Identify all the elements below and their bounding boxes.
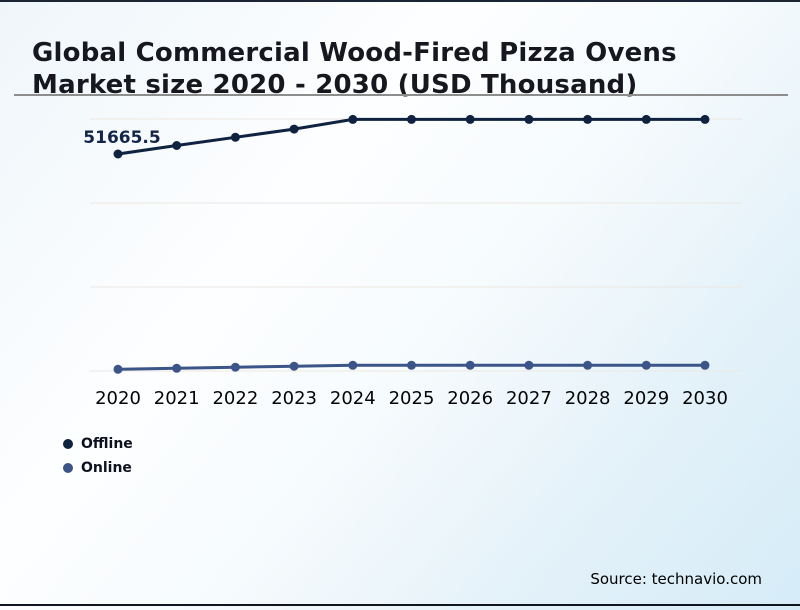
x-axis-label: 2027 [506,388,552,409]
data-point-online [113,364,123,374]
x-axis-label: 2021 [154,388,200,409]
data-point-online [641,360,651,370]
data-point-online [524,360,534,370]
x-axis-label: 2022 [212,388,258,409]
online-series-dot-icon [63,463,73,473]
x-axis-label: 2020 [95,388,141,409]
legend-label-online: Online [81,460,132,476]
legend-item-offline: Offline [63,436,133,452]
data-point-offline [172,141,182,150]
data-label: 51665.5 [83,128,160,148]
data-point-online [583,360,593,370]
legend-label-offline: Offline [81,436,133,452]
data-point-offline [524,114,534,124]
x-axis-label: 2025 [389,388,435,409]
top-border [0,0,800,2]
data-point-offline [465,114,475,124]
legend: Offline Online [63,436,133,476]
data-point-offline [113,149,123,159]
data-point-online [230,362,240,372]
data-point-online [700,360,710,370]
series-line-offline [117,117,705,156]
data-point-offline [407,114,416,124]
x-axis-label: 2023 [271,388,317,409]
data-point-online [465,360,475,370]
data-point-offline [583,114,593,124]
bottom-border [0,604,800,606]
x-axis-label: 2024 [330,388,376,409]
x-axis-label: 2028 [565,388,611,409]
legend-item-online: Online [63,460,133,476]
x-axis-label: 2030 [682,388,728,409]
data-point-online [407,360,416,370]
x-axis-label: 2029 [623,388,669,409]
data-point-offline [230,132,240,142]
data-point-offline [641,114,651,124]
offline-series-dot-icon [63,439,73,449]
chart-title-line1: Global Commercial Wood-Fired Pizza Ovens [32,38,677,69]
data-point-offline [700,114,710,124]
source-credit: Source: technavio.com [590,570,762,588]
data-point-online [289,361,299,371]
data-point-offline [348,114,358,124]
data-point-offline [289,124,299,134]
data-point-online [348,360,358,370]
title-divider [14,94,788,96]
x-axis-label: 2026 [447,388,493,409]
data-point-online [172,363,182,373]
